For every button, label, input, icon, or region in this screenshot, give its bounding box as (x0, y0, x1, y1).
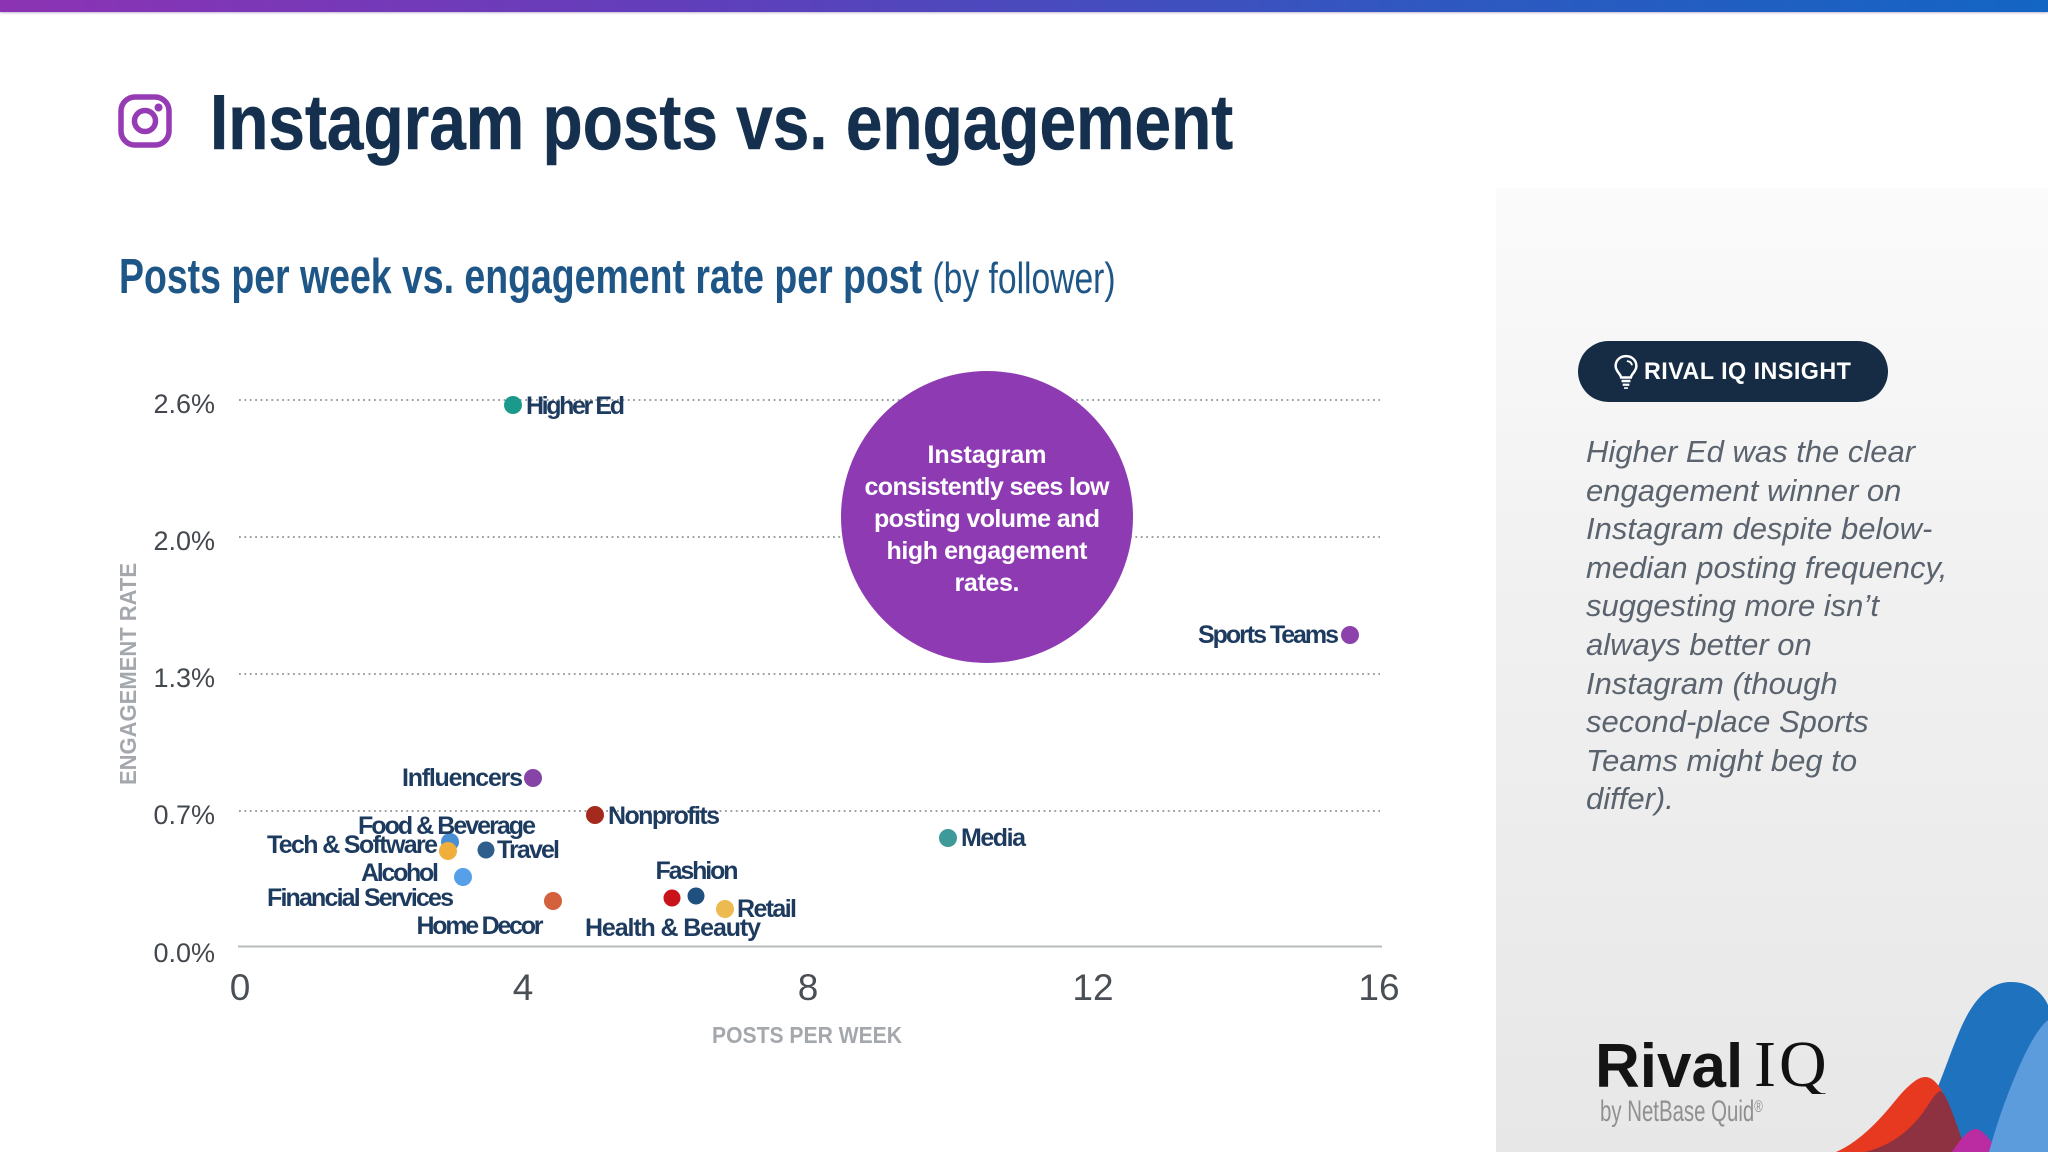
svg-text:Travel: Travel (497, 836, 560, 864)
svg-text:high engagement: high engagement (887, 537, 1089, 565)
svg-text:Influencers: Influencers (402, 764, 523, 792)
svg-text:Higher Ed: Higher Ed (526, 392, 625, 420)
svg-text:Food & Beverage: Food & Beverage (358, 812, 536, 840)
svg-text:posting volume and: posting volume and (874, 505, 1100, 533)
svg-text:0: 0 (230, 967, 251, 1008)
svg-text:Retail: Retail (737, 895, 797, 923)
svg-text:Media: Media (961, 824, 1027, 852)
svg-text:2.6%: 2.6% (153, 389, 215, 419)
svg-text:4: 4 (513, 967, 534, 1008)
svg-text:POSTS PER WEEK: POSTS PER WEEK (712, 1022, 902, 1048)
svg-text:Sports Teams: Sports Teams (1198, 621, 1339, 649)
svg-text:2.0%: 2.0% (153, 526, 215, 556)
svg-text:rates.: rates. (955, 569, 1020, 597)
svg-text:8: 8 (798, 967, 819, 1008)
svg-text:1.3%: 1.3% (153, 663, 215, 693)
svg-text:Instagram: Instagram (928, 441, 1047, 469)
svg-text:0.0%: 0.0% (153, 938, 215, 968)
svg-text:consistently sees low: consistently sees low (865, 473, 1111, 501)
svg-text:12: 12 (1072, 967, 1113, 1008)
svg-text:16: 16 (1358, 967, 1399, 1008)
svg-text:Financial Services: Financial Services (267, 884, 454, 912)
svg-text:0.7%: 0.7% (153, 800, 215, 830)
svg-text:Nonprofits: Nonprofits (608, 802, 720, 830)
svg-text:ENGAGEMENT RATE: ENGAGEMENT RATE (115, 563, 141, 785)
svg-text:Home Decor: Home Decor (417, 912, 544, 940)
svg-text:Fashion: Fashion (656, 857, 739, 885)
svg-text:Health & Beauty: Health & Beauty (585, 914, 761, 942)
svg-text:Alcohol: Alcohol (361, 859, 439, 887)
svg-text:Tech & Software: Tech & Software (267, 831, 438, 859)
